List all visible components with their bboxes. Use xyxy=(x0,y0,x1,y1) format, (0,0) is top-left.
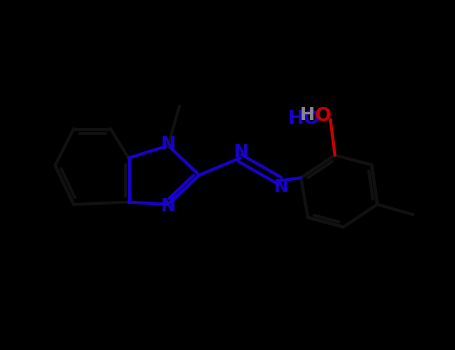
Text: O: O xyxy=(315,106,332,125)
Text: N: N xyxy=(273,178,288,196)
Text: N: N xyxy=(161,197,176,215)
Text: N: N xyxy=(233,144,248,161)
Text: N: N xyxy=(161,135,176,153)
Text: H: H xyxy=(299,106,314,124)
Text: HO: HO xyxy=(287,109,320,128)
